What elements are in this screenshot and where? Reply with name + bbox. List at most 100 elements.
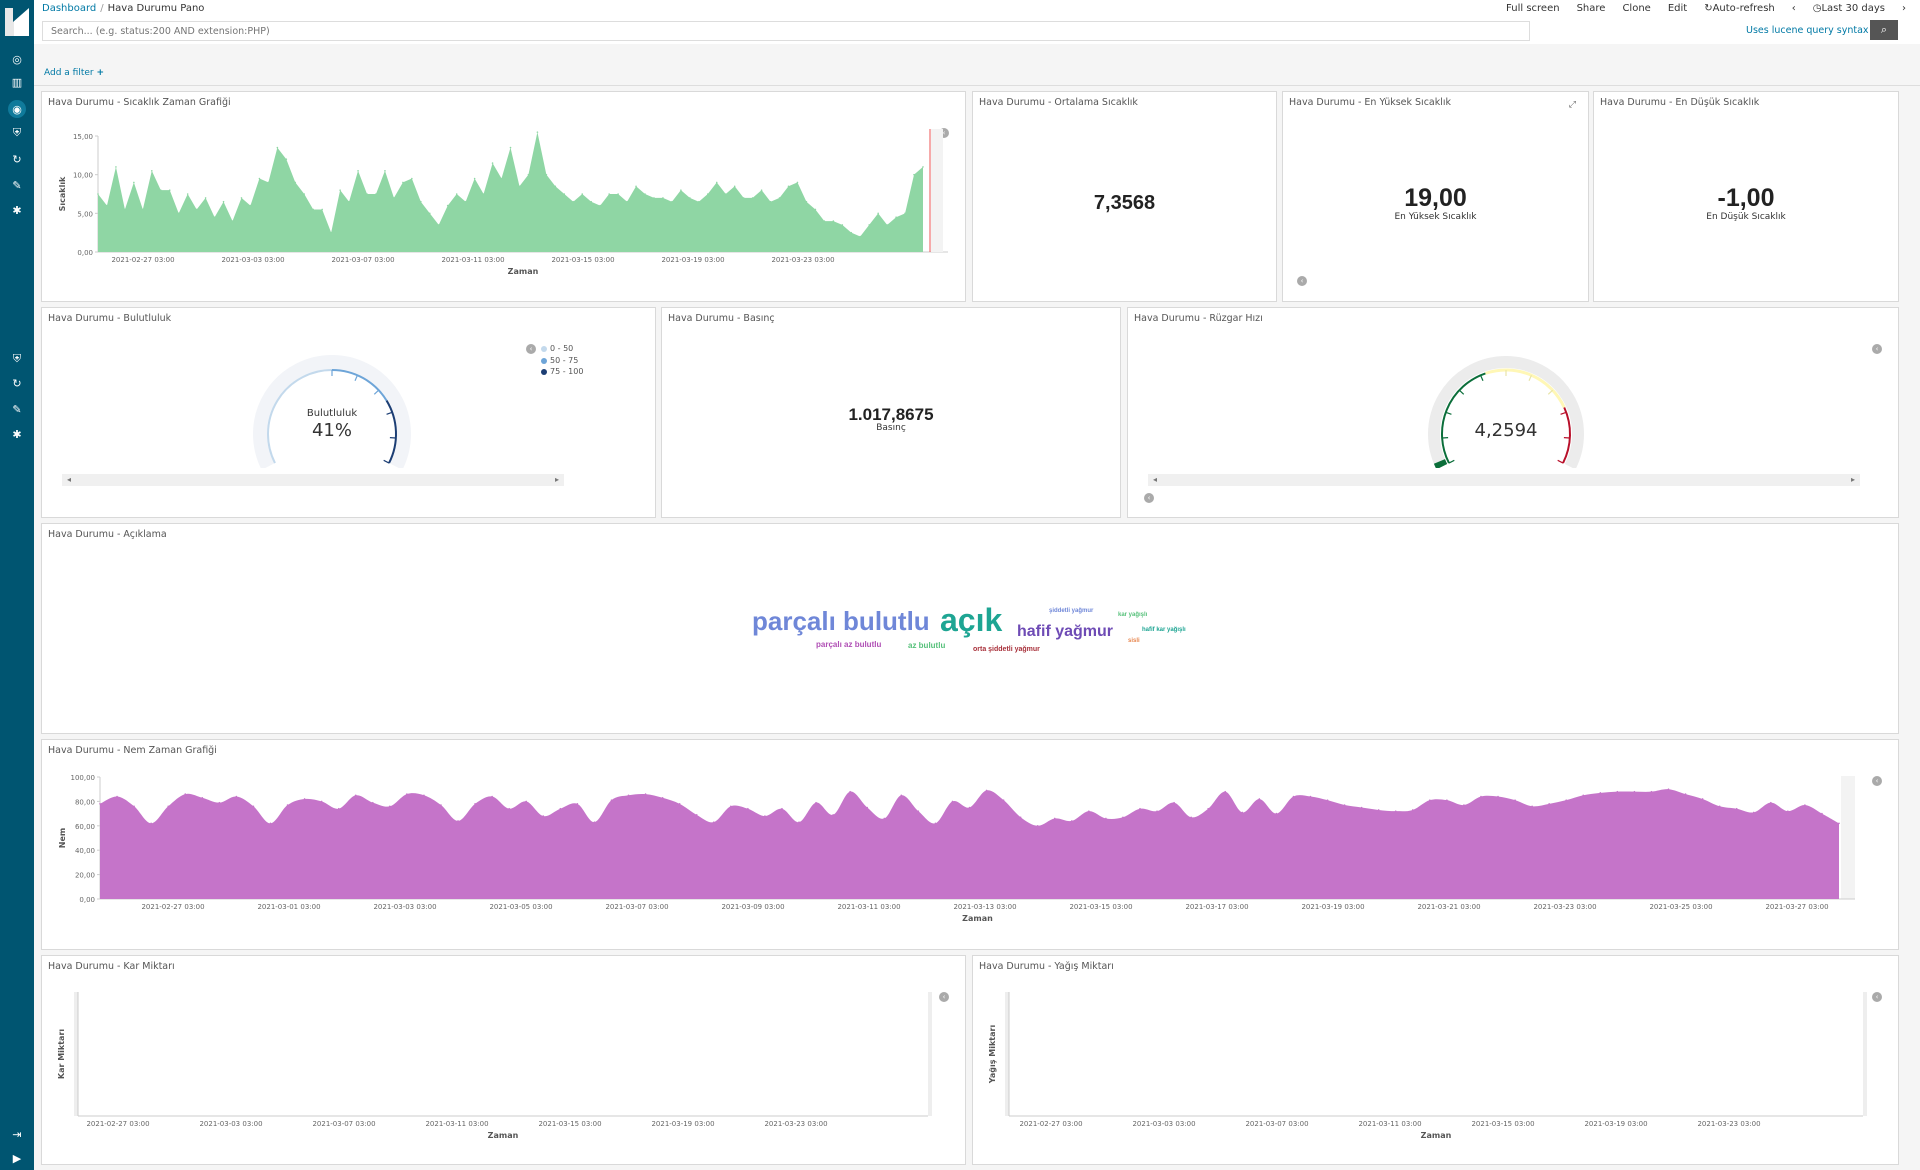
panel-temperature-chart: Hava Durumu - Sıcaklık Zaman Grafiği ‹ 1… — [41, 91, 966, 302]
fullscreen-button[interactable]: Full screen — [1506, 3, 1560, 14]
data-point — [366, 193, 368, 195]
data-point — [1684, 793, 1687, 795]
bar-chart-icon[interactable]: ▥ — [11, 75, 23, 89]
y-tick-label: 100,00 — [71, 774, 96, 782]
data-point — [491, 795, 493, 798]
data-point — [406, 793, 408, 795]
x-tick-label: 2021-03-15 03:00 — [1069, 903, 1132, 911]
data-point — [1411, 809, 1414, 811]
auto-refresh-button[interactable]: ↻Auto-refresh — [1704, 3, 1775, 14]
x-tick-label: 2021-03-23 03:00 — [1533, 903, 1596, 911]
next-time-button[interactable]: › — [1902, 3, 1906, 14]
data-point — [1804, 804, 1806, 806]
data-point — [1394, 810, 1397, 812]
gauge-tick — [1448, 459, 1455, 464]
data-point — [518, 185, 521, 188]
data-point — [339, 189, 341, 191]
data-point — [730, 805, 732, 808]
kibana-logo[interactable] — [5, 8, 29, 36]
data-point — [267, 181, 270, 184]
data-point — [781, 807, 783, 810]
time-picker-button[interactable]: ◷ Last 30 days — [1813, 3, 1885, 14]
data-point — [1752, 811, 1755, 814]
legend-item[interactable]: 75 - 100 — [541, 367, 583, 376]
x-tick-label: 2021-03-03 03:00 — [1132, 1120, 1195, 1128]
legend-toggle-icon[interactable]: ‹ — [526, 344, 536, 354]
data-point — [168, 189, 171, 191]
shield-icon[interactable]: ⛨ — [12, 352, 22, 365]
clone-button[interactable]: Clone — [1622, 3, 1651, 14]
prev-time-button[interactable]: ‹ — [1791, 3, 1796, 14]
gauge-range-arc — [331, 369, 388, 402]
lucene-syntax-link[interactable]: Uses lucene query syntax — [1746, 25, 1869, 36]
legend-toggle-icon[interactable]: ‹ — [939, 128, 949, 138]
data-point — [1122, 816, 1124, 819]
wordcloud-word: orta şiddetli yağmur — [973, 646, 1040, 653]
panel-title: Hava Durumu - Kar Miktarı — [48, 961, 175, 972]
panel-max-temperature: Hava Durumu - En Yüksek Sıcaklık ⤢ 19,00… — [1282, 91, 1589, 302]
play-icon[interactable]: ▶ — [12, 1151, 22, 1165]
data-point — [590, 200, 593, 203]
scroll-right-arrow[interactable]: ▸ — [1850, 475, 1855, 484]
compass-icon[interactable]: ◎ — [12, 52, 22, 66]
data-point — [764, 815, 766, 817]
dashboard-icon[interactable]: ◉ — [8, 100, 26, 118]
horizontal-scrollbar[interactable]: ◂ ▸ — [1148, 474, 1860, 486]
panel-humidity-chart: Hava Durumu - Nem Zaman Grafiği ‹ 100,00… — [41, 739, 1899, 950]
legend-toggle-icon[interactable]: ‹ — [1872, 344, 1882, 354]
search-button[interactable]: ⌕ — [1870, 20, 1898, 40]
x-tick-label: 2021-03-23 03:00 — [771, 256, 834, 264]
legend-item[interactable]: 50 - 75 — [541, 356, 578, 365]
search-input[interactable] — [42, 21, 1530, 41]
timelion-icon[interactable]: ↻ — [12, 376, 22, 390]
add-filter-button[interactable]: Add a filter + — [44, 68, 104, 78]
data-point — [1377, 809, 1380, 811]
chart-edge-shade — [928, 992, 932, 1116]
legend-toggle-icon[interactable]: ‹ — [1144, 493, 1154, 503]
wrench-icon[interactable]: ✎ — [12, 402, 22, 416]
legend-toggle-icon[interactable]: ‹ — [1872, 776, 1882, 786]
data-point — [464, 200, 467, 203]
wordcloud-word: parçalı bulutlu — [752, 606, 930, 636]
panel-title: Hava Durumu - Basınç — [668, 313, 775, 324]
logout-icon[interactable]: ⇥ — [12, 1127, 22, 1141]
breadcrumb-dashboard-link[interactable]: Dashboard — [42, 3, 97, 14]
data-point — [883, 817, 886, 820]
metric-label: Basınç — [876, 423, 906, 433]
horizontal-scrollbar[interactable]: ◂ ▸ — [62, 474, 564, 486]
timelion-icon[interactable]: ↻ — [12, 152, 22, 166]
share-button[interactable]: Share — [1576, 3, 1606, 14]
refresh-icon: ↻ — [1704, 3, 1713, 14]
x-tick-label: 2021-03-09 03:00 — [721, 903, 784, 911]
expand-icon[interactable]: ⤢ — [1568, 100, 1576, 110]
legend-item[interactable]: 0 - 50 — [541, 344, 573, 353]
data-point — [1190, 816, 1192, 819]
search-icon: ⌕ — [1880, 23, 1888, 36]
legend-toggle-icon[interactable]: ‹ — [1872, 992, 1882, 1002]
data-point — [1326, 799, 1329, 801]
gauge-background-arc — [253, 355, 411, 468]
gear-icon[interactable]: ✱ — [12, 203, 22, 217]
legend-toggle-icon[interactable]: ‹ — [1297, 276, 1307, 286]
data-point — [1241, 811, 1244, 814]
x-tick-label: 2021-03-15 03:00 — [1471, 1120, 1534, 1128]
legend-swatch — [541, 368, 547, 375]
data-point — [610, 799, 613, 801]
data-point — [1565, 799, 1568, 801]
scroll-left-arrow[interactable]: ◂ — [67, 475, 72, 484]
data-point — [1531, 805, 1533, 808]
gear-icon[interactable]: ✱ — [12, 427, 22, 441]
shield-icon[interactable]: ⛨ — [12, 126, 22, 139]
area-series — [98, 132, 923, 252]
x-tick-label: 2021-03-05 03:00 — [489, 903, 552, 911]
edit-button[interactable]: Edit — [1667, 3, 1688, 14]
scroll-right-arrow[interactable]: ▸ — [554, 475, 559, 484]
data-point — [695, 814, 698, 816]
wordcloud-word: sisli — [1128, 638, 1140, 644]
data-point — [500, 177, 503, 180]
legend-toggle-icon[interactable]: ‹ — [939, 992, 949, 1002]
wrench-icon[interactable]: ✎ — [12, 178, 22, 192]
x-tick-label: 2021-03-19 03:00 — [1584, 1120, 1647, 1128]
scroll-left-arrow[interactable]: ◂ — [1153, 475, 1158, 484]
data-point — [509, 146, 512, 149]
